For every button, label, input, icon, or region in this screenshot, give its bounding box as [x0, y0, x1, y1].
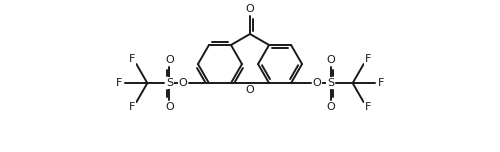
Text: O: O: [246, 85, 254, 95]
Text: O: O: [165, 102, 173, 112]
Text: F: F: [378, 78, 384, 88]
Text: F: F: [364, 102, 371, 112]
Text: O: O: [326, 102, 335, 112]
Text: S: S: [166, 78, 173, 88]
Text: S: S: [327, 78, 334, 88]
Text: F: F: [129, 102, 136, 112]
Text: O: O: [312, 78, 321, 88]
Text: F: F: [116, 78, 122, 88]
Text: F: F: [129, 54, 136, 64]
Text: O: O: [179, 78, 188, 88]
Text: F: F: [364, 54, 371, 64]
Text: O: O: [246, 4, 254, 14]
Text: O: O: [165, 55, 173, 65]
Text: O: O: [326, 55, 335, 65]
